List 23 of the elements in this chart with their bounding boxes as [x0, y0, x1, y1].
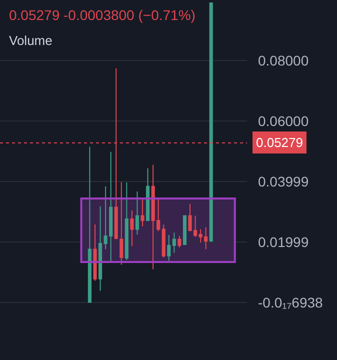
y-tick-label: 0.01999	[258, 234, 309, 250]
y-tick-label: 0.03999	[258, 173, 309, 190]
candlestick	[209, 2, 213, 242]
candlestick	[93, 224, 97, 282]
y-tick-label: 0.06000	[258, 112, 309, 129]
text: Volume	[9, 33, 52, 48]
candlestick	[167, 234, 171, 262]
candlestick	[178, 235, 182, 248]
candlestick	[130, 210, 134, 246]
candlestick	[124, 182, 128, 261]
candlestick	[88, 146, 92, 303]
ref-line-label: 0.05279	[256, 135, 303, 150]
candlestick	[140, 198, 144, 227]
candlestick	[120, 182, 124, 266]
candlestick	[135, 191, 140, 235]
y-tick-label: 0.08000	[258, 52, 309, 68]
candlestick	[162, 224, 166, 258]
candlestick	[182, 215, 187, 245]
y-tick-label: -0.0₁₇6938	[258, 294, 324, 310]
candlestick	[98, 206, 102, 292]
candlestick	[146, 168, 150, 222]
candlestick	[172, 232, 176, 254]
annotation: 0.05279 -0.0003800 (−0.71%)	[9, 7, 196, 23]
